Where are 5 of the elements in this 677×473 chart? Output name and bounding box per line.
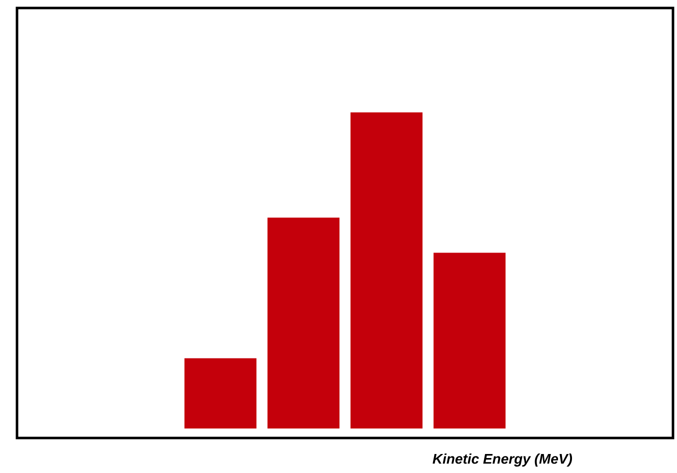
bar: [184, 358, 256, 428]
bar: [267, 218, 340, 428]
bar: [434, 252, 506, 428]
x-axis-title: Kinetic Energy (MeV): [432, 454, 572, 467]
bar: [350, 112, 423, 428]
